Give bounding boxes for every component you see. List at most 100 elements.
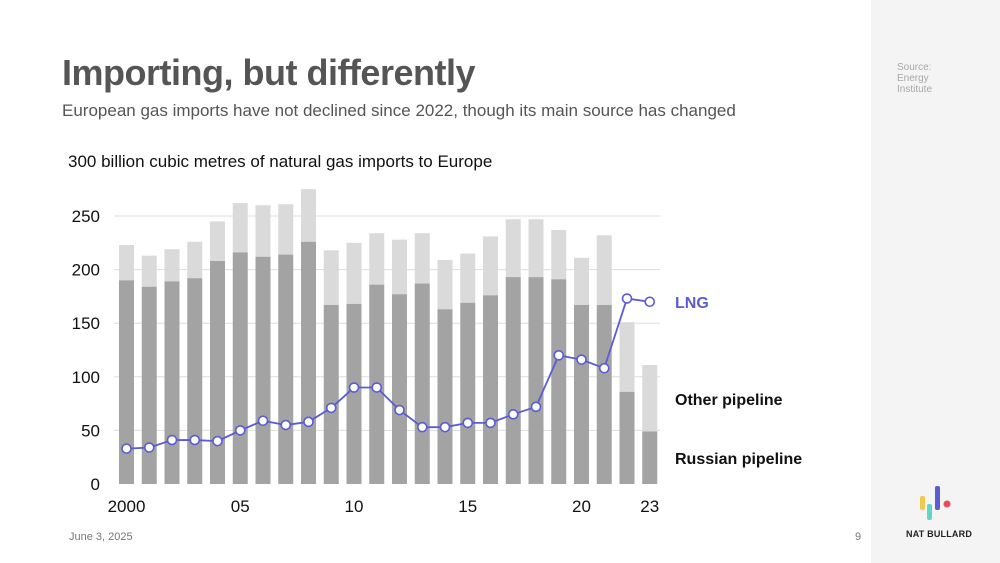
legend-russian-pipeline: Russian pipeline — [675, 451, 802, 468]
bar-other-pipeline — [574, 257, 589, 305]
logo-bar — [927, 504, 932, 520]
bar-russian-pipeline — [255, 256, 271, 484]
bar-other-pipeline — [460, 253, 476, 303]
lng-point — [462, 417, 474, 429]
bar-other-pipeline — [551, 229, 567, 280]
logo-bar — [920, 496, 925, 510]
gas-imports-chart: 0 50 100 150 200 250 2000 05 10 15 20 23 LNG Other pi… — [72, 189, 802, 516]
bar-other-pipeline — [255, 205, 271, 257]
chart-title: 300 billion cubic metres of natural gas … — [68, 152, 493, 171]
lng-point — [348, 382, 360, 393]
bar-other-pipeline — [301, 189, 316, 242]
footer-date: June 3, 2025 — [69, 531, 133, 543]
lng-point — [598, 362, 610, 374]
bar-russian-pipeline — [392, 294, 407, 484]
bar-russian-pipeline — [232, 252, 248, 484]
bar-russian-pipeline — [323, 304, 339, 484]
lng-point — [553, 350, 565, 361]
logo-dot — [943, 500, 951, 508]
y-tick-label: 150 — [72, 314, 100, 333]
y-tick-label: 250 — [72, 207, 100, 226]
source-note: Source: Energy Institute — [897, 62, 957, 95]
lng-point — [280, 419, 292, 431]
lng-point — [507, 409, 519, 420]
bar-russian-pipeline — [642, 431, 658, 484]
lng-point — [325, 402, 337, 414]
lng-point — [234, 425, 246, 436]
x-tick-label: 20 — [572, 497, 591, 516]
bar-other-pipeline — [164, 249, 180, 282]
bar-russian-pipeline — [528, 277, 544, 484]
bar-other-pipeline — [232, 203, 248, 253]
source-line: Institute — [897, 84, 933, 95]
bar-other-pipeline — [187, 241, 203, 279]
logo-bar — [935, 486, 940, 510]
lng-point — [257, 415, 269, 427]
sidebar-panel — [871, 0, 1000, 563]
source-line: Source: — [897, 62, 932, 73]
legend-lng: LNG — [675, 295, 709, 312]
bar-other-pipeline — [437, 259, 453, 310]
bar-russian-pipeline — [551, 279, 567, 484]
bar-other-pipeline — [619, 322, 635, 392]
bar-other-pipeline — [278, 204, 294, 255]
lng-point — [439, 421, 451, 433]
bar-russian-pipeline — [505, 277, 521, 484]
lng-point — [371, 382, 383, 393]
x-tick-label: 10 — [345, 497, 364, 516]
page-number: 9 — [855, 531, 862, 543]
bar-russian-pipeline — [346, 303, 362, 484]
y-tick-label: 100 — [72, 368, 100, 387]
bar-russian-pipeline — [164, 281, 180, 484]
x-tick-label: 15 — [458, 497, 477, 516]
bar-other-pipeline — [414, 233, 430, 284]
lng-point — [485, 417, 496, 429]
bar-russian-pipeline — [414, 283, 430, 484]
x-tick-label: 2000 — [108, 497, 146, 516]
page-title: Importing, but differently — [62, 52, 475, 93]
bar-other-pipeline — [505, 219, 521, 278]
bar-other-pipeline — [323, 250, 339, 305]
bar-other-pipeline — [642, 365, 658, 432]
bar-russian-pipeline — [460, 302, 476, 484]
bar-russian-pipeline — [483, 295, 498, 484]
bar-russian-pipeline — [278, 254, 294, 484]
bar-russian-pipeline — [187, 278, 203, 484]
bar-other-pipeline — [141, 255, 157, 287]
lng-point — [621, 293, 633, 304]
x-tick-label: 05 — [231, 497, 250, 516]
lng-point — [576, 354, 587, 365]
bar-other-pipeline — [596, 235, 612, 305]
bar-russian-pipeline — [141, 286, 157, 484]
bar-russian-pipeline — [210, 261, 225, 484]
bar-russian-pipeline — [301, 241, 316, 484]
lng-point — [416, 421, 428, 433]
bar-other-pipeline — [528, 219, 544, 278]
lng-point — [189, 434, 201, 446]
lng-point — [212, 435, 223, 447]
bar-russian-pipeline — [119, 280, 134, 484]
bar-other-pipeline — [210, 221, 225, 262]
lng-point — [530, 401, 542, 413]
source-line: Energy — [897, 73, 929, 84]
x-tick-label: 23 — [640, 497, 659, 516]
bar-russian-pipeline — [437, 309, 453, 484]
lng-point — [166, 434, 178, 446]
lng-point — [303, 416, 314, 428]
bar-russian-pipeline — [596, 304, 612, 484]
y-tick-label: 50 — [81, 421, 100, 440]
bar-other-pipeline — [346, 242, 362, 304]
bar-other-pipeline — [369, 233, 385, 285]
legend-other-pipeline: Other pipeline — [675, 392, 783, 409]
bar-other-pipeline — [392, 239, 407, 295]
brand-name: NAT BULLARD — [906, 529, 973, 539]
y-tick-label: 0 — [91, 475, 100, 494]
y-tick-label: 200 — [72, 261, 100, 280]
bar-other-pipeline — [119, 244, 134, 281]
lng-point — [644, 296, 656, 308]
page-subtitle: European gas imports have not declined s… — [62, 101, 736, 120]
bar-russian-pipeline — [574, 304, 589, 484]
lng-line — [126, 297, 650, 450]
lng-point — [394, 404, 405, 416]
bar-russian-pipeline — [619, 391, 635, 484]
